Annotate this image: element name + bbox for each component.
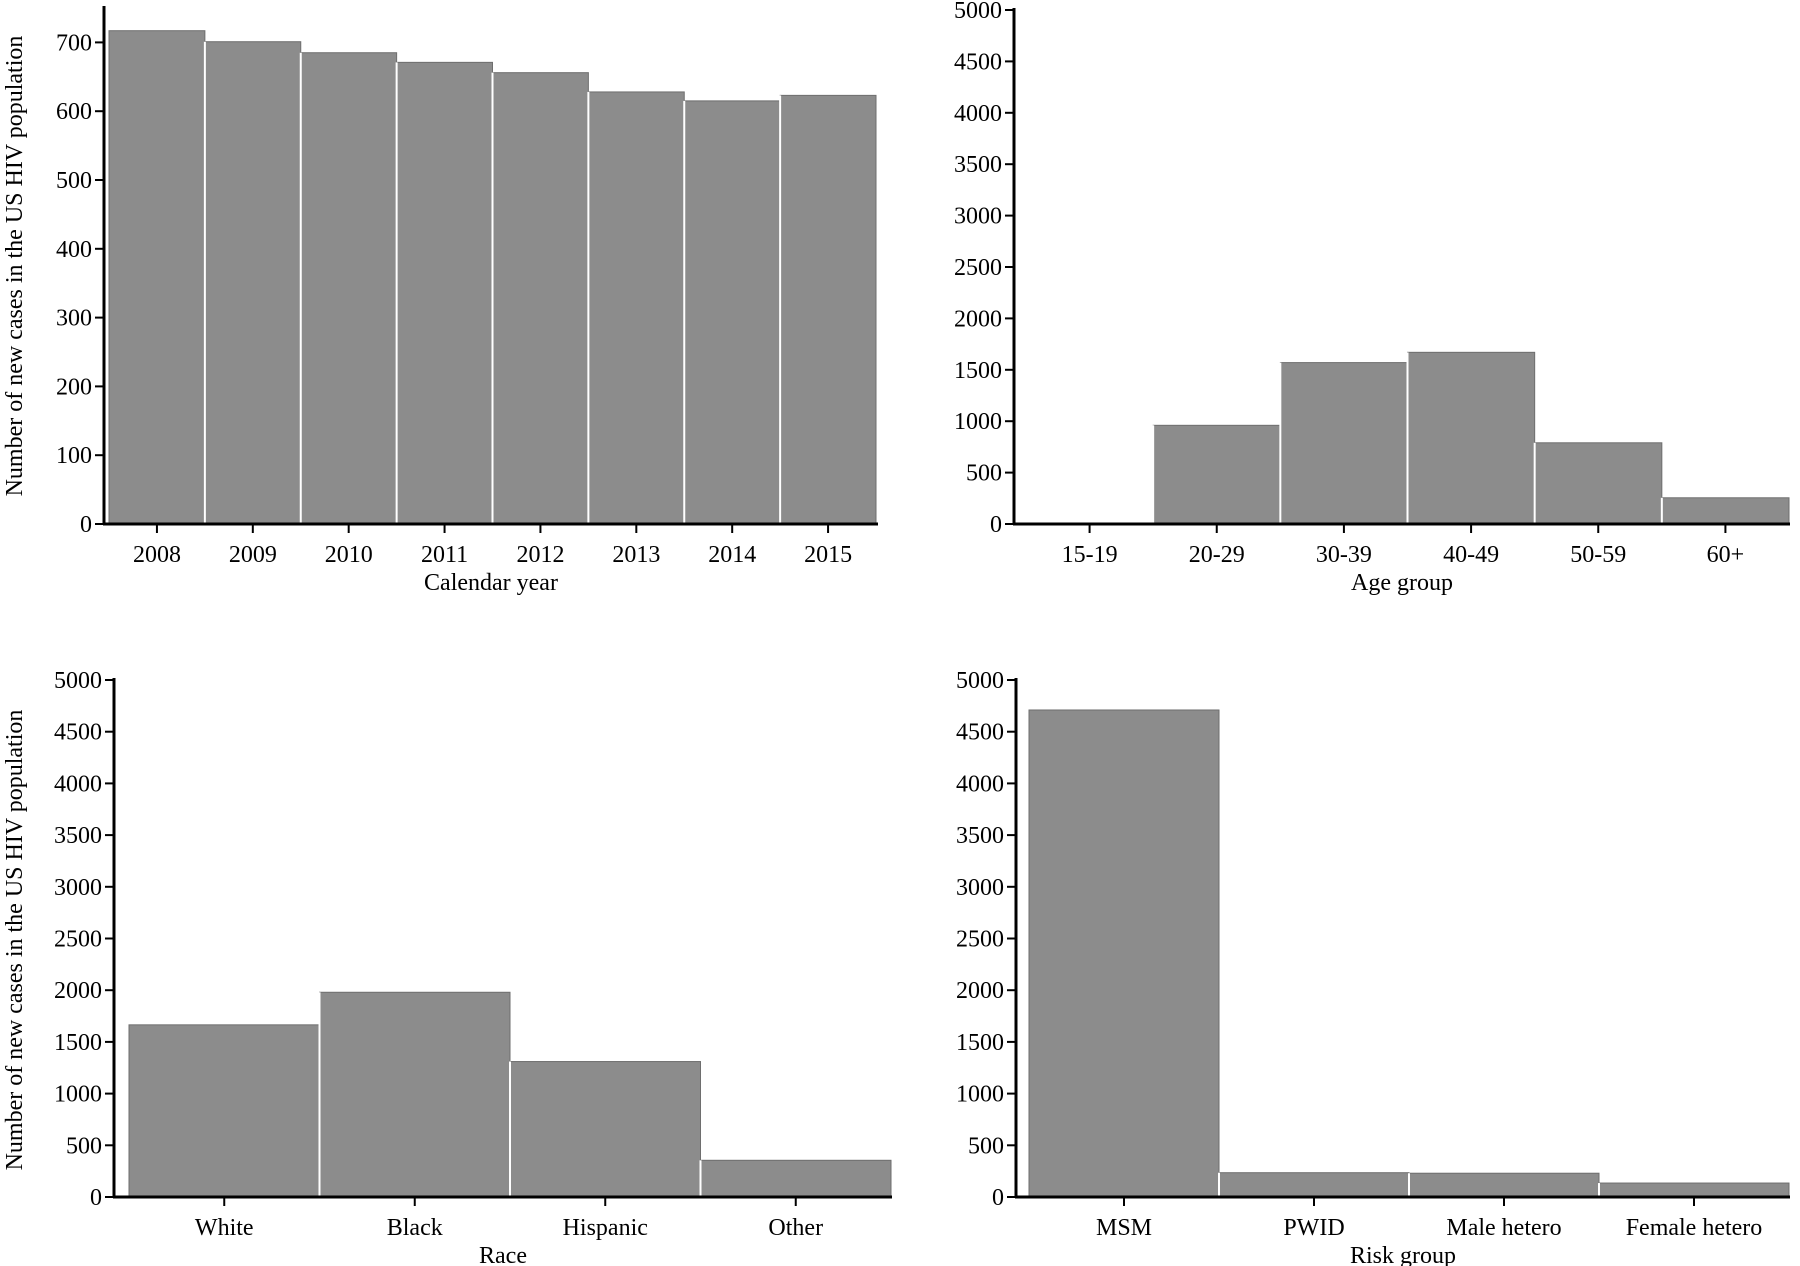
x-tick-label: Hispanic <box>563 1215 648 1241</box>
y-tick-label: 500 <box>968 1133 1004 1159</box>
y-tick-label: 2500 <box>54 927 102 953</box>
bar-20-29 <box>1152 424 1281 525</box>
y-tick-label: 4000 <box>54 771 102 797</box>
panel-age-group: 0 500 1000 1500 2000 2500 3000 3500 4000 4500 5000… <box>954 0 1790 596</box>
y-axis-title: Number of new cases in the US HIV popula… <box>2 710 28 1171</box>
x-axis-title: Race <box>479 1243 527 1266</box>
bar-hispanic <box>509 1061 701 1198</box>
x-tick-label: Female hetero <box>1626 1215 1763 1241</box>
bar-msm <box>1028 709 1220 1198</box>
x-tick-label: PWID <box>1283 1215 1344 1241</box>
y-tick-label: 5000 <box>956 668 1004 694</box>
y-tick-label: 1500 <box>954 358 1002 384</box>
bar-2015 <box>779 94 877 525</box>
y-tick-label: 0 <box>992 1185 1004 1211</box>
bar-2014 <box>683 100 781 525</box>
x-tick-label: 2015 <box>804 542 852 568</box>
bar-other <box>700 1159 892 1198</box>
x-tick-label: 2012 <box>516 542 564 568</box>
y-tick-label: 3500 <box>954 152 1002 178</box>
y-tick-label: 3000 <box>954 204 1002 230</box>
y-tick-label: 4000 <box>956 771 1004 797</box>
x-tick-label: MSM <box>1096 1215 1152 1241</box>
y-tick-label: 2500 <box>954 255 1002 281</box>
y-tick-label: 0 <box>990 512 1002 538</box>
y-tick-label: 1000 <box>956 1082 1004 1108</box>
x-tick-label: 2008 <box>133 542 181 568</box>
x-tick-label: 2013 <box>612 542 660 568</box>
y-tick-label: 1000 <box>954 409 1002 435</box>
bar-2008 <box>108 30 206 525</box>
bar-2010 <box>300 52 398 525</box>
x-axis-title: Calendar year <box>424 570 558 596</box>
bar-2012 <box>492 72 589 525</box>
x-tick-label: White <box>195 1215 254 1241</box>
y-tick-label: 3500 <box>956 823 1004 849</box>
y-tick-label: 500 <box>56 168 92 194</box>
y-tick-label: 5000 <box>954 0 1002 24</box>
y-tick-label: 0 <box>90 1185 102 1211</box>
y-tick-label: 200 <box>56 374 92 400</box>
x-tick-label: 20-29 <box>1189 542 1245 568</box>
x-axis-title: Age group <box>1351 570 1453 596</box>
y-tick-label: 3000 <box>54 875 102 901</box>
bar-2011 <box>396 61 493 525</box>
y-tick-label: 600 <box>56 99 92 125</box>
panel-race: 0 500 1000 1500 2000 2500 3000 3500 4000 4500 5000… <box>2 668 892 1266</box>
y-tick-label: 3000 <box>956 875 1004 901</box>
panel-risk-group: 0 500 1000 1500 2000 2500 3000 3500 4000 4500 5000… <box>956 668 1790 1266</box>
y-tick-label: 700 <box>56 30 92 56</box>
bar-2009 <box>204 41 302 525</box>
bar-female-hetero <box>1598 1182 1790 1198</box>
bar-male-hetero <box>1408 1172 1600 1198</box>
x-axis-title: Risk group <box>1350 1243 1456 1266</box>
y-tick-label: 500 <box>966 461 1002 487</box>
bar-30-39 <box>1279 362 1409 525</box>
x-tick-label: Black <box>387 1215 443 1241</box>
bar-black <box>319 991 511 1198</box>
bar-60- <box>1661 497 1790 525</box>
x-tick-label: Male hetero <box>1446 1215 1561 1241</box>
y-tick-label: 4500 <box>54 720 102 746</box>
y-tick-label: 3500 <box>54 823 102 849</box>
x-tick-label: 2009 <box>229 542 277 568</box>
x-tick-label: 50-59 <box>1570 542 1626 568</box>
x-tick-label: Other <box>768 1215 823 1241</box>
y-tick-label: 300 <box>56 306 92 332</box>
x-tick-label: 60+ <box>1707 542 1745 568</box>
y-tick-label: 4500 <box>954 49 1002 75</box>
x-tick-label: 2011 <box>421 542 468 568</box>
y-tick-label: 500 <box>66 1133 102 1159</box>
y-tick-label: 1500 <box>956 1030 1004 1056</box>
bar-pwid <box>1218 1172 1410 1198</box>
y-tick-label: 5000 <box>54 668 102 694</box>
x-tick-label: 2010 <box>325 542 373 568</box>
y-tick-label: 2000 <box>956 978 1004 1004</box>
x-tick-label: 2014 <box>708 542 756 568</box>
y-tick-label: 2000 <box>54 978 102 1004</box>
y-tick-label: 4500 <box>956 720 1004 746</box>
panel-calendar-year: 0 100 200 300 400 500 600 700 2008 2009 2010 2011 20… <box>2 6 878 596</box>
y-tick-label: 400 <box>56 237 92 263</box>
y-axis-title: Number of new cases in the US HIV popula… <box>2 36 28 497</box>
bar-white <box>128 1024 320 1198</box>
x-tick-label: 15-19 <box>1062 542 1118 568</box>
y-tick-label: 0 <box>80 512 92 538</box>
bar-50-59 <box>1534 442 1663 525</box>
y-tick-label: 4000 <box>954 101 1002 127</box>
y-tick-label: 2500 <box>956 927 1004 953</box>
y-tick-label: 100 <box>56 443 92 469</box>
bar-40-49 <box>1407 351 1536 525</box>
bar-2013 <box>587 91 685 525</box>
y-tick-label: 1000 <box>54 1082 102 1108</box>
y-tick-label: 1500 <box>54 1030 102 1056</box>
y-tick-label: 2000 <box>954 306 1002 332</box>
x-tick-label: 40-49 <box>1443 542 1499 568</box>
x-tick-label: 30-39 <box>1316 542 1372 568</box>
